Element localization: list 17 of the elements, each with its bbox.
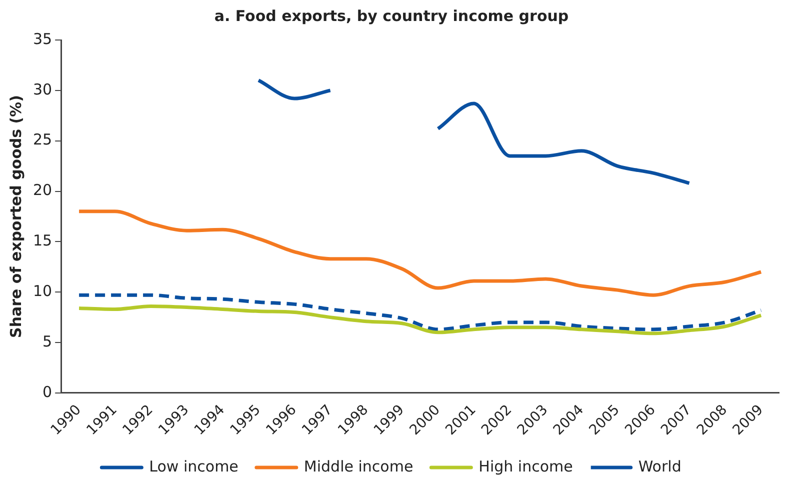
y-tick-label: 5 (42, 332, 52, 350)
legend-label: High income (478, 457, 573, 476)
legend-label: Low income (149, 457, 238, 476)
line-series (77, 210, 763, 297)
chart-title: a. Food exports, by country income group (214, 6, 569, 25)
y-tick-label: 10 (32, 282, 52, 300)
line-series (77, 304, 763, 336)
y-tick-label: 20 (32, 181, 52, 200)
legend-label: World (638, 457, 682, 476)
y-tick-label: 25 (32, 130, 52, 149)
y-tick-label: 30 (32, 80, 52, 98)
y-axis-title: Share of exported goods (%) (6, 94, 25, 338)
legend-label: Middle income (304, 457, 414, 476)
line-series (77, 293, 763, 332)
y-tick-label: 0 (42, 382, 52, 401)
y-tick-label: 15 (32, 232, 52, 250)
y-tick-label: 35 (32, 30, 52, 48)
